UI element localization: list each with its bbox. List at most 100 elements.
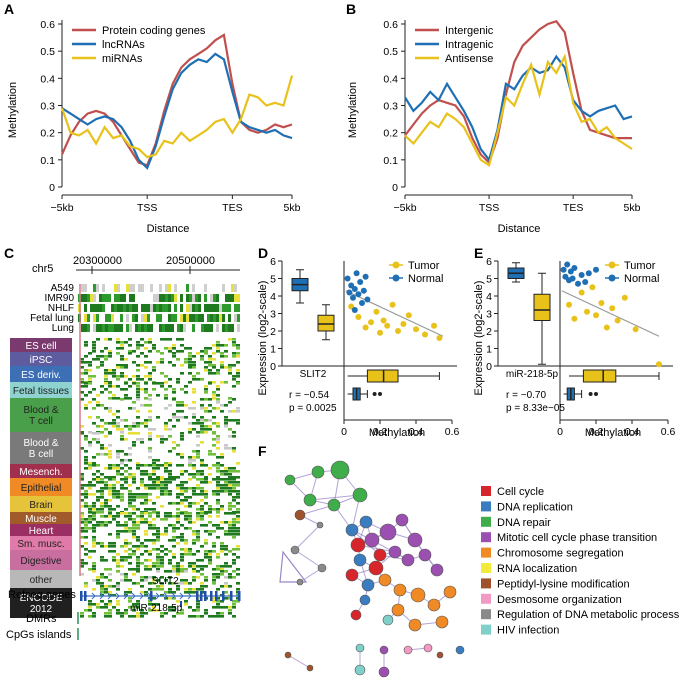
heat-cell [84,553,88,556]
heat-cell [176,404,180,407]
heat-cell [184,542,188,545]
heat-cell [136,556,140,559]
heat-cell [136,467,140,470]
heat-cell [192,416,196,419]
heat-cell [192,459,196,462]
heat-cell [204,585,208,588]
heat-cell [128,467,132,470]
heat-cell [228,419,232,422]
scatter-point [384,322,391,329]
heat-cell [84,344,88,347]
panel-c-chromatin-heatmap [79,284,240,618]
track-cell [228,304,231,312]
heat-cell [164,394,168,397]
heat-cell [196,431,200,434]
heat-cell [152,588,156,591]
heat-cell [192,413,196,416]
track-cell [93,314,96,322]
heat-cell [188,456,192,459]
heat-cell [168,562,172,565]
heat-cell [136,410,140,413]
heat-cell [164,425,168,428]
heat-cell [84,382,88,385]
heat-cell [236,600,240,603]
heat-cell [224,422,228,425]
panel-e-p: p = 8.33e−05 [506,403,565,414]
heat-cell [104,591,108,594]
track-cell [213,304,216,312]
heat-cell [144,419,148,422]
panel-c-cpg-label: CpGs islands [6,629,72,641]
track-cell [87,294,90,302]
heat-cell [180,410,184,413]
heat-cell [192,565,196,568]
track-cell [102,304,105,312]
panel-d-r: r = −0.54 [289,390,329,401]
heat-cell [156,394,160,397]
track-cell [183,324,186,332]
heat-cell [140,521,144,524]
track-cell [102,294,105,302]
top-track-label: A549 [51,283,75,294]
heat-cell [188,591,192,594]
heat-cell [88,550,92,553]
heat-cell [84,518,88,521]
heat-cell [212,366,216,369]
track-cell [168,314,171,322]
heat-cell [116,416,120,419]
network-node [393,583,407,597]
heat-cell [144,533,148,536]
heat-cell [232,576,236,579]
heat-cell [132,582,136,585]
heat-cell [176,416,180,419]
heat-cell [168,464,172,467]
heat-cell [132,496,136,499]
heat-cell [172,425,176,428]
heat-cell [116,559,120,562]
network-node [435,615,449,629]
heat-cell [84,582,88,585]
heat-cell [236,568,240,571]
heat-cell [228,585,232,588]
heat-cell [216,435,220,438]
heat-cell [132,476,136,479]
heat-cell [212,600,216,603]
heat-cell [216,597,220,600]
heat-cell [100,444,104,447]
heat-cell [160,438,164,441]
heat-cell [224,344,228,347]
heat-cell [100,542,104,545]
heat-cell [128,556,132,559]
heat-cell [172,545,176,548]
network-edge [287,654,311,669]
heat-cell [224,481,228,484]
track-cell [162,304,165,312]
heat-cell [176,419,180,422]
heat-cell [80,573,84,576]
heat-cell [216,484,220,487]
scatter-point [355,291,362,298]
heat-cell [208,515,212,518]
heat-cell [180,536,184,539]
scatter-point [564,261,571,268]
heat-cell [204,524,208,527]
heat-cell [224,381,228,384]
heat-cell [172,536,176,539]
track-cell [159,324,162,332]
heat-cell [92,502,96,505]
heat-cell [148,394,152,397]
gene-strand-arrow [123,592,128,600]
scatter-point [362,324,369,331]
heat-cell [192,609,196,612]
heat-cell [112,419,116,422]
heat-cell [180,512,184,515]
heat-cell [220,612,224,615]
heat-cell [136,515,140,518]
track-cell [186,294,189,302]
heat-cell [188,459,192,462]
heat-cell [84,404,88,407]
heat-cell [104,407,108,410]
heat-cell [100,419,104,422]
